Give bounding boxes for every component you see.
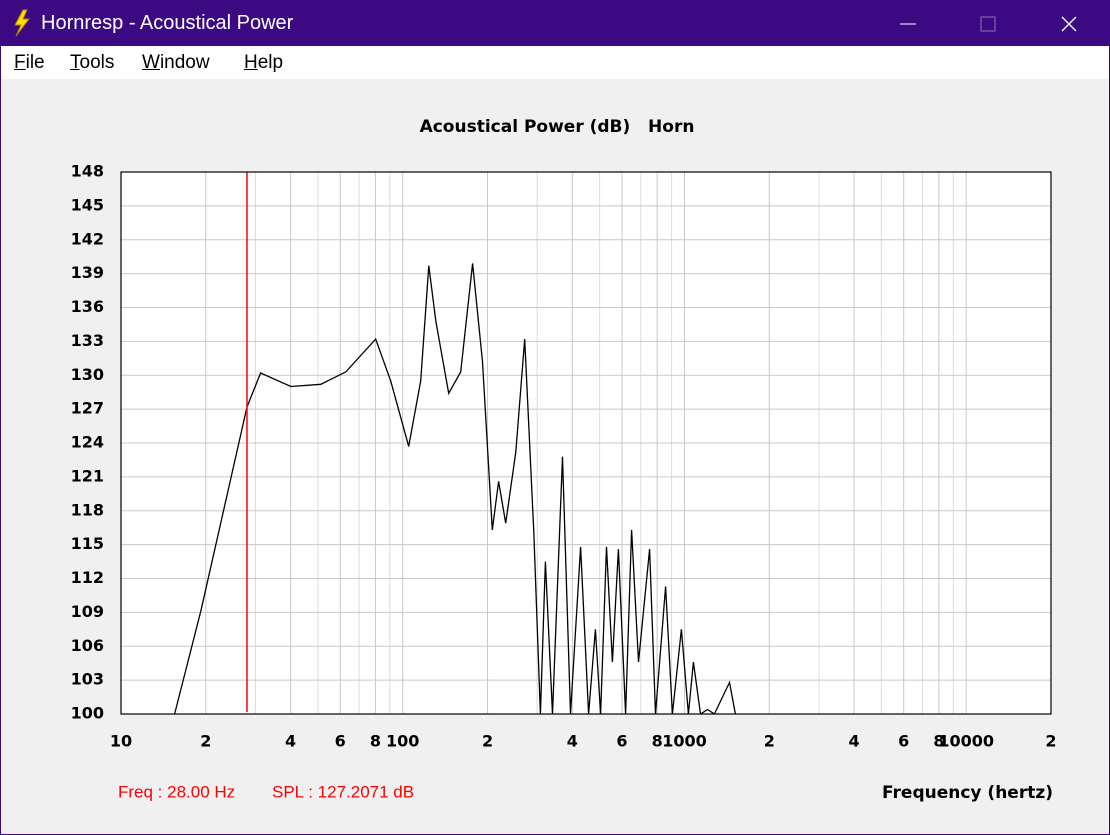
x-tick-label: 2 (200, 732, 211, 751)
y-tick-label: 145 (71, 195, 104, 214)
y-tick-label: 100 (71, 704, 104, 723)
y-tick-label: 103 (71, 670, 104, 689)
y-tick-label: 142 (71, 229, 104, 248)
chart-title: Acoustical Power (dB) Horn (420, 117, 695, 137)
y-tick-label: 127 (71, 399, 104, 418)
x-tick-label: 4 (567, 732, 578, 751)
y-tick-label: 124 (71, 433, 104, 452)
app-icon (14, 9, 31, 37)
x-tick-label: 4 (285, 732, 296, 751)
x-tick-label: 4 (849, 732, 860, 751)
menu-item[interactable]: Window (142, 52, 210, 73)
x-tick-label: 1000 (662, 732, 707, 751)
x-tick-label: 2 (482, 732, 493, 751)
window-controls[interactable] (889, 1, 1109, 46)
maximize-button[interactable] (980, 16, 996, 32)
y-tick-label: 136 (71, 297, 104, 316)
x-tick-label: 8 (933, 732, 944, 751)
menu-item[interactable]: Tools (70, 52, 115, 73)
y-tick-label: 148 (71, 162, 104, 181)
y-tick-label: 112 (71, 568, 104, 587)
title-bar: Hornresp - Acoustical Power (1, 1, 1109, 46)
x-tick-label: 2 (764, 732, 775, 751)
y-tick-label: 130 (71, 365, 104, 384)
menu-item[interactable]: File (14, 52, 45, 73)
x-tick-label: 100 (386, 732, 419, 751)
menu-item[interactable]: Help (244, 52, 284, 73)
close-button[interactable] (1061, 16, 1077, 32)
cursor-frequency: Freq : 28.00 Hz (118, 782, 235, 801)
x-tick-label: 6 (616, 732, 627, 751)
x-tick-label: 6 (335, 732, 346, 751)
y-tick-label: 139 (71, 263, 104, 282)
x-axis-label: Frequency (hertz) (882, 783, 1053, 803)
x-tick-label: 8 (370, 732, 381, 751)
x-tick-label: 10000 (938, 732, 994, 751)
y-tick-label: 121 (71, 466, 104, 485)
x-tick-label: 10 (110, 732, 132, 751)
x-tick-label: 6 (898, 732, 909, 751)
menu-bar: File Tools Window Help (1, 46, 1109, 79)
y-tick-label: 106 (71, 636, 104, 655)
y-tick-label: 133 (71, 331, 104, 350)
y-tick-label: 118 (71, 500, 104, 519)
plot-border (120, 171, 1052, 715)
data-line (173, 263, 737, 714)
y-tick-label: 115 (71, 534, 104, 553)
cursor-spl: SPL : 127.2071 dB (272, 782, 414, 801)
window-title: Hornresp - Acoustical Power (41, 12, 294, 34)
y-tick-label: 109 (71, 602, 104, 621)
x-tick-label: 8 (652, 732, 663, 751)
x-tick-label: 2 (1045, 732, 1056, 751)
